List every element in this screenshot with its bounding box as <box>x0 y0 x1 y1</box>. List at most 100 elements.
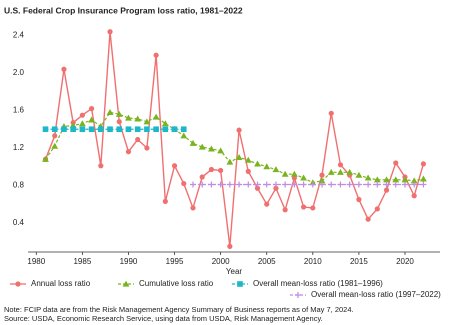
data-point <box>217 181 224 188</box>
x-tick-label: 2005 <box>258 257 276 266</box>
data-point <box>282 207 288 213</box>
y-tick-label: 0.4 <box>13 218 25 227</box>
data-point <box>327 168 335 175</box>
data-point <box>115 110 123 117</box>
y-tick-label: 1.6 <box>13 106 25 115</box>
data-point <box>291 181 298 188</box>
data-point <box>107 29 113 35</box>
data-point <box>61 126 67 133</box>
data-point <box>356 196 362 203</box>
x-tick-label: 1985 <box>73 257 91 266</box>
data-point <box>218 167 224 174</box>
data-point <box>180 132 188 139</box>
data-point <box>161 120 169 127</box>
data-point <box>181 180 187 187</box>
data-point <box>125 114 132 121</box>
data-point <box>98 126 104 133</box>
legend-label: Overall mean-loss ratio (1997–2022) <box>311 290 441 299</box>
data-point <box>273 185 279 191</box>
data-point <box>189 139 197 146</box>
data-point <box>153 52 159 58</box>
data-point <box>125 149 132 155</box>
data-point <box>401 176 409 183</box>
data-point <box>245 168 251 174</box>
data-point <box>420 175 427 182</box>
data-point <box>152 113 160 120</box>
data-point <box>106 108 114 115</box>
data-point <box>116 126 123 133</box>
data-point <box>79 112 85 118</box>
data-point <box>134 115 142 122</box>
data-point <box>272 166 280 173</box>
legend-marker <box>15 281 21 287</box>
data-point <box>180 126 187 133</box>
data-point <box>411 193 417 199</box>
data-point <box>208 181 215 188</box>
data-point <box>383 181 390 188</box>
data-point <box>355 171 363 178</box>
data-point <box>245 181 252 188</box>
data-point <box>410 177 418 184</box>
data-point <box>226 181 233 188</box>
data-point <box>328 110 334 116</box>
legend-label: Overall mean-loss ratio (1981–1996) <box>253 279 383 288</box>
chart-title: U.S. Federal Crop Insurance Program loss… <box>4 5 243 15</box>
data-point <box>125 126 132 133</box>
data-point <box>199 181 206 188</box>
data-point <box>51 142 59 149</box>
data-point <box>254 160 261 167</box>
data-point <box>98 163 104 169</box>
data-point <box>198 143 206 150</box>
series-line <box>44 31 425 247</box>
data-point <box>263 181 270 188</box>
data-point <box>254 185 261 191</box>
data-point <box>171 126 178 133</box>
data-point <box>383 176 390 183</box>
data-point <box>337 162 344 168</box>
data-point <box>264 201 270 207</box>
data-point <box>319 181 326 188</box>
data-point <box>420 181 427 188</box>
legend-label: Annual loss ratio <box>31 279 91 288</box>
data-point <box>79 126 86 133</box>
data-point <box>300 174 307 181</box>
data-point <box>107 126 113 133</box>
source: Source: USDA, Economic Research Service,… <box>4 314 323 323</box>
data-point <box>319 172 325 178</box>
data-point <box>383 187 390 193</box>
y-tick-label: 0.8 <box>13 181 25 190</box>
data-point <box>171 163 178 169</box>
data-point <box>374 206 380 212</box>
data-point <box>244 156 252 163</box>
x-tick-label: 1990 <box>120 257 138 266</box>
x-tick-label: 2015 <box>350 257 368 266</box>
data-point <box>392 181 399 188</box>
data-point <box>318 177 326 184</box>
data-point <box>337 181 344 188</box>
data-point <box>365 216 371 222</box>
data-point <box>226 158 234 165</box>
data-point <box>88 106 95 112</box>
data-point <box>51 126 58 133</box>
data-point <box>365 181 372 188</box>
data-point <box>235 153 243 160</box>
data-point <box>236 181 243 188</box>
x-tick-label: 1995 <box>166 257 184 266</box>
data-point <box>272 181 279 188</box>
data-point <box>227 243 233 249</box>
legend-marker <box>122 280 130 287</box>
data-point <box>401 181 408 188</box>
data-point <box>290 170 298 177</box>
data-point <box>300 181 307 188</box>
data-point <box>162 126 169 133</box>
data-point <box>420 161 427 167</box>
legend-marker <box>237 281 243 287</box>
note: Note: FCIP data are from the Risk Manage… <box>4 305 354 314</box>
data-point <box>254 181 261 188</box>
data-point <box>236 127 242 133</box>
data-point <box>144 145 150 151</box>
data-point <box>199 174 205 180</box>
data-point <box>355 181 362 188</box>
x-tick-label: 2010 <box>304 257 322 266</box>
